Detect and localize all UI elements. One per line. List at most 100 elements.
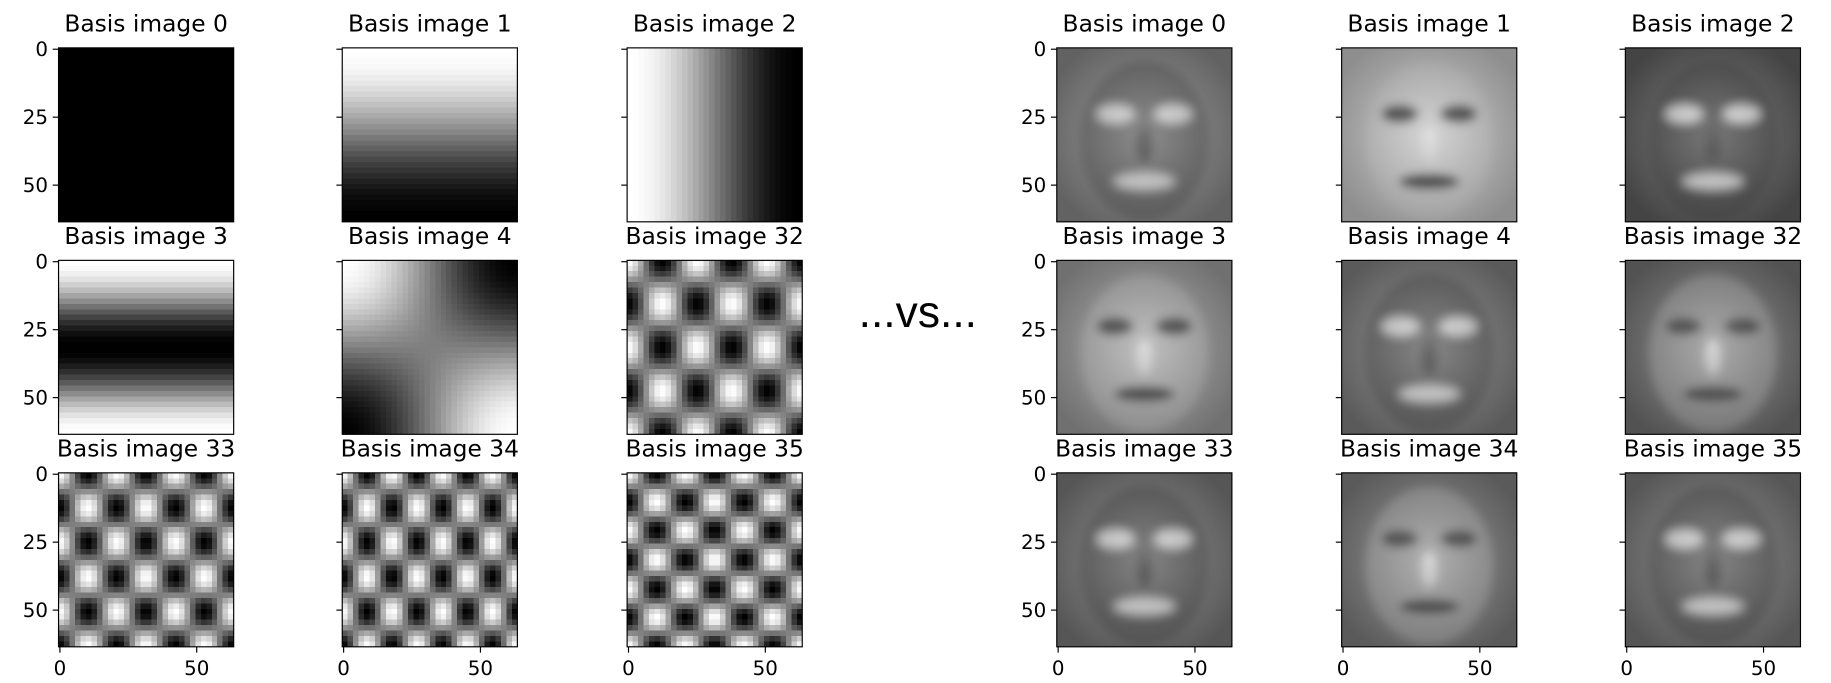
pixel — [195, 102, 201, 108]
pixel — [69, 260, 75, 266]
pixel — [102, 119, 108, 125]
pixel — [206, 358, 212, 364]
pixel — [342, 195, 348, 201]
pixel — [184, 70, 190, 76]
pixel — [468, 189, 474, 195]
pixel — [446, 200, 452, 206]
pixel — [163, 64, 169, 70]
pixel — [130, 64, 136, 70]
pixel — [168, 102, 174, 108]
pixel — [141, 102, 147, 108]
pixel — [364, 266, 370, 272]
pixel — [742, 162, 748, 168]
pixel — [184, 59, 190, 65]
pixel — [468, 70, 474, 76]
pixel — [206, 380, 212, 386]
pixel — [758, 195, 764, 201]
pixel — [201, 86, 207, 92]
pixel — [195, 315, 201, 321]
pixel — [59, 282, 65, 288]
pixel — [386, 48, 392, 54]
pixel — [152, 353, 158, 359]
pixel — [424, 151, 430, 157]
pixel — [80, 48, 86, 54]
pixel — [86, 266, 92, 272]
pixel — [102, 48, 108, 54]
pixel — [212, 48, 218, 54]
pixel — [468, 178, 474, 184]
pixel — [408, 375, 414, 381]
pixel — [124, 342, 130, 348]
pixel — [195, 173, 201, 179]
pixel — [386, 413, 392, 419]
pixel — [152, 173, 158, 179]
pixel — [408, 124, 414, 130]
pixel — [402, 326, 408, 332]
pixel — [119, 260, 125, 266]
pixel — [130, 59, 136, 65]
pixel — [402, 189, 408, 195]
pixel — [124, 413, 130, 419]
pixel — [157, 331, 163, 337]
pixel — [682, 86, 688, 92]
pixel — [223, 206, 229, 212]
pixel — [86, 375, 92, 381]
pixel — [506, 151, 512, 157]
pixel — [791, 102, 797, 108]
pixel — [709, 135, 715, 141]
pixel — [693, 151, 699, 157]
pixel — [463, 70, 469, 76]
pixel — [130, 369, 136, 375]
pixel — [780, 211, 786, 217]
pixel — [217, 347, 223, 353]
pixel — [704, 140, 710, 146]
pixel — [452, 260, 458, 266]
pixel — [119, 75, 125, 81]
pixel — [359, 396, 365, 402]
pixel — [342, 309, 348, 315]
pixel — [64, 119, 70, 125]
pixel — [157, 271, 163, 277]
pixel — [402, 353, 408, 359]
pixel — [468, 146, 474, 152]
pixel — [468, 353, 474, 359]
pixel — [457, 129, 463, 135]
pixel — [364, 391, 370, 397]
pixel — [654, 211, 660, 217]
pixel — [726, 97, 732, 103]
pixel — [786, 59, 792, 65]
pixel — [184, 200, 190, 206]
pixel — [102, 293, 108, 299]
pixel — [86, 418, 92, 424]
pixel — [190, 124, 196, 130]
pixel — [97, 326, 103, 332]
pixel — [195, 364, 201, 370]
pixel — [163, 140, 169, 146]
pixel — [173, 391, 179, 397]
pixel — [463, 200, 469, 206]
pixel — [791, 70, 797, 76]
pixel — [479, 364, 485, 370]
pixel — [64, 162, 70, 168]
pixel — [190, 402, 196, 408]
pixel — [452, 102, 458, 108]
pixel — [413, 271, 419, 277]
pixel — [644, 206, 650, 212]
pixel — [195, 293, 201, 299]
pixel — [97, 385, 103, 391]
pixel — [342, 380, 348, 386]
pixel — [424, 391, 430, 397]
pixel — [195, 53, 201, 59]
pixel — [190, 70, 196, 76]
pixel — [124, 407, 130, 413]
pixel — [69, 200, 75, 206]
pixel — [75, 124, 81, 130]
pixel — [102, 195, 108, 201]
pixel — [212, 86, 218, 92]
pixel — [342, 70, 348, 76]
pixel — [179, 140, 185, 146]
pixel — [463, 162, 469, 168]
pixel — [633, 178, 639, 184]
pixel — [457, 336, 463, 342]
pixel — [69, 391, 75, 397]
